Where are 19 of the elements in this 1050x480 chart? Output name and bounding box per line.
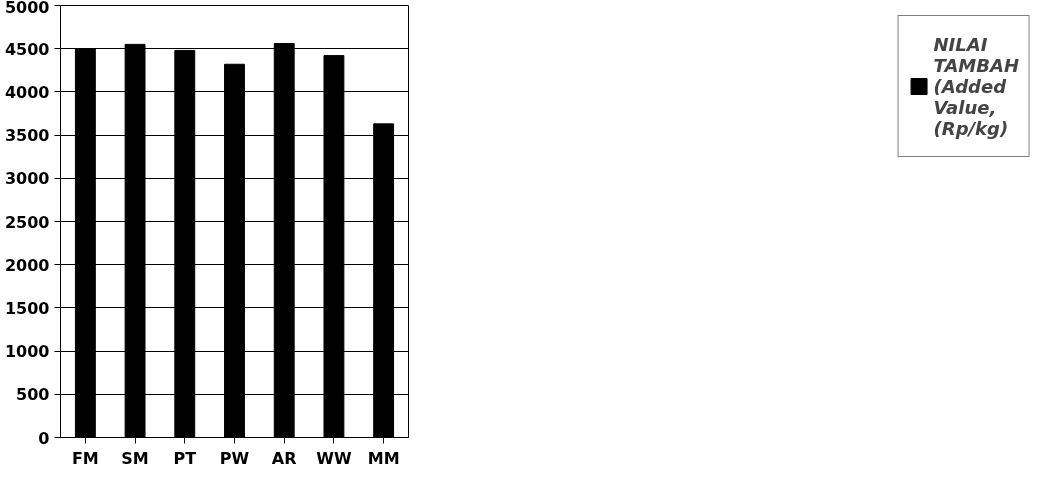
y-tick-label: 4000 <box>4 82 50 102</box>
y-tick-label: 4500 <box>4 39 50 59</box>
y-tick-label: 2000 <box>4 255 50 275</box>
x-tick-label: SM <box>121 448 149 468</box>
x-tick-label: AR <box>271 448 297 468</box>
x-tick-label: MM <box>367 448 400 468</box>
y-tick-label: 3500 <box>4 126 50 146</box>
y-tick-label: 1500 <box>4 298 50 318</box>
legend-label: NILAI TAMBAH (Added Value, (Rp/kg) <box>933 32 1019 141</box>
x-tick-label: PT <box>173 448 197 468</box>
y-tick-label: 500 <box>16 385 50 405</box>
y-tick-label: 5000 <box>4 0 50 17</box>
x-tick-label: FM <box>71 448 99 468</box>
y-tick-label: 2500 <box>4 212 50 232</box>
y-tick-label: 1000 <box>4 342 50 362</box>
y-tick-label: 0 <box>38 428 50 448</box>
y-tick-label: 3000 <box>4 169 50 189</box>
x-tick-label: WW <box>316 448 352 468</box>
x-tick-label: PW <box>219 448 250 468</box>
